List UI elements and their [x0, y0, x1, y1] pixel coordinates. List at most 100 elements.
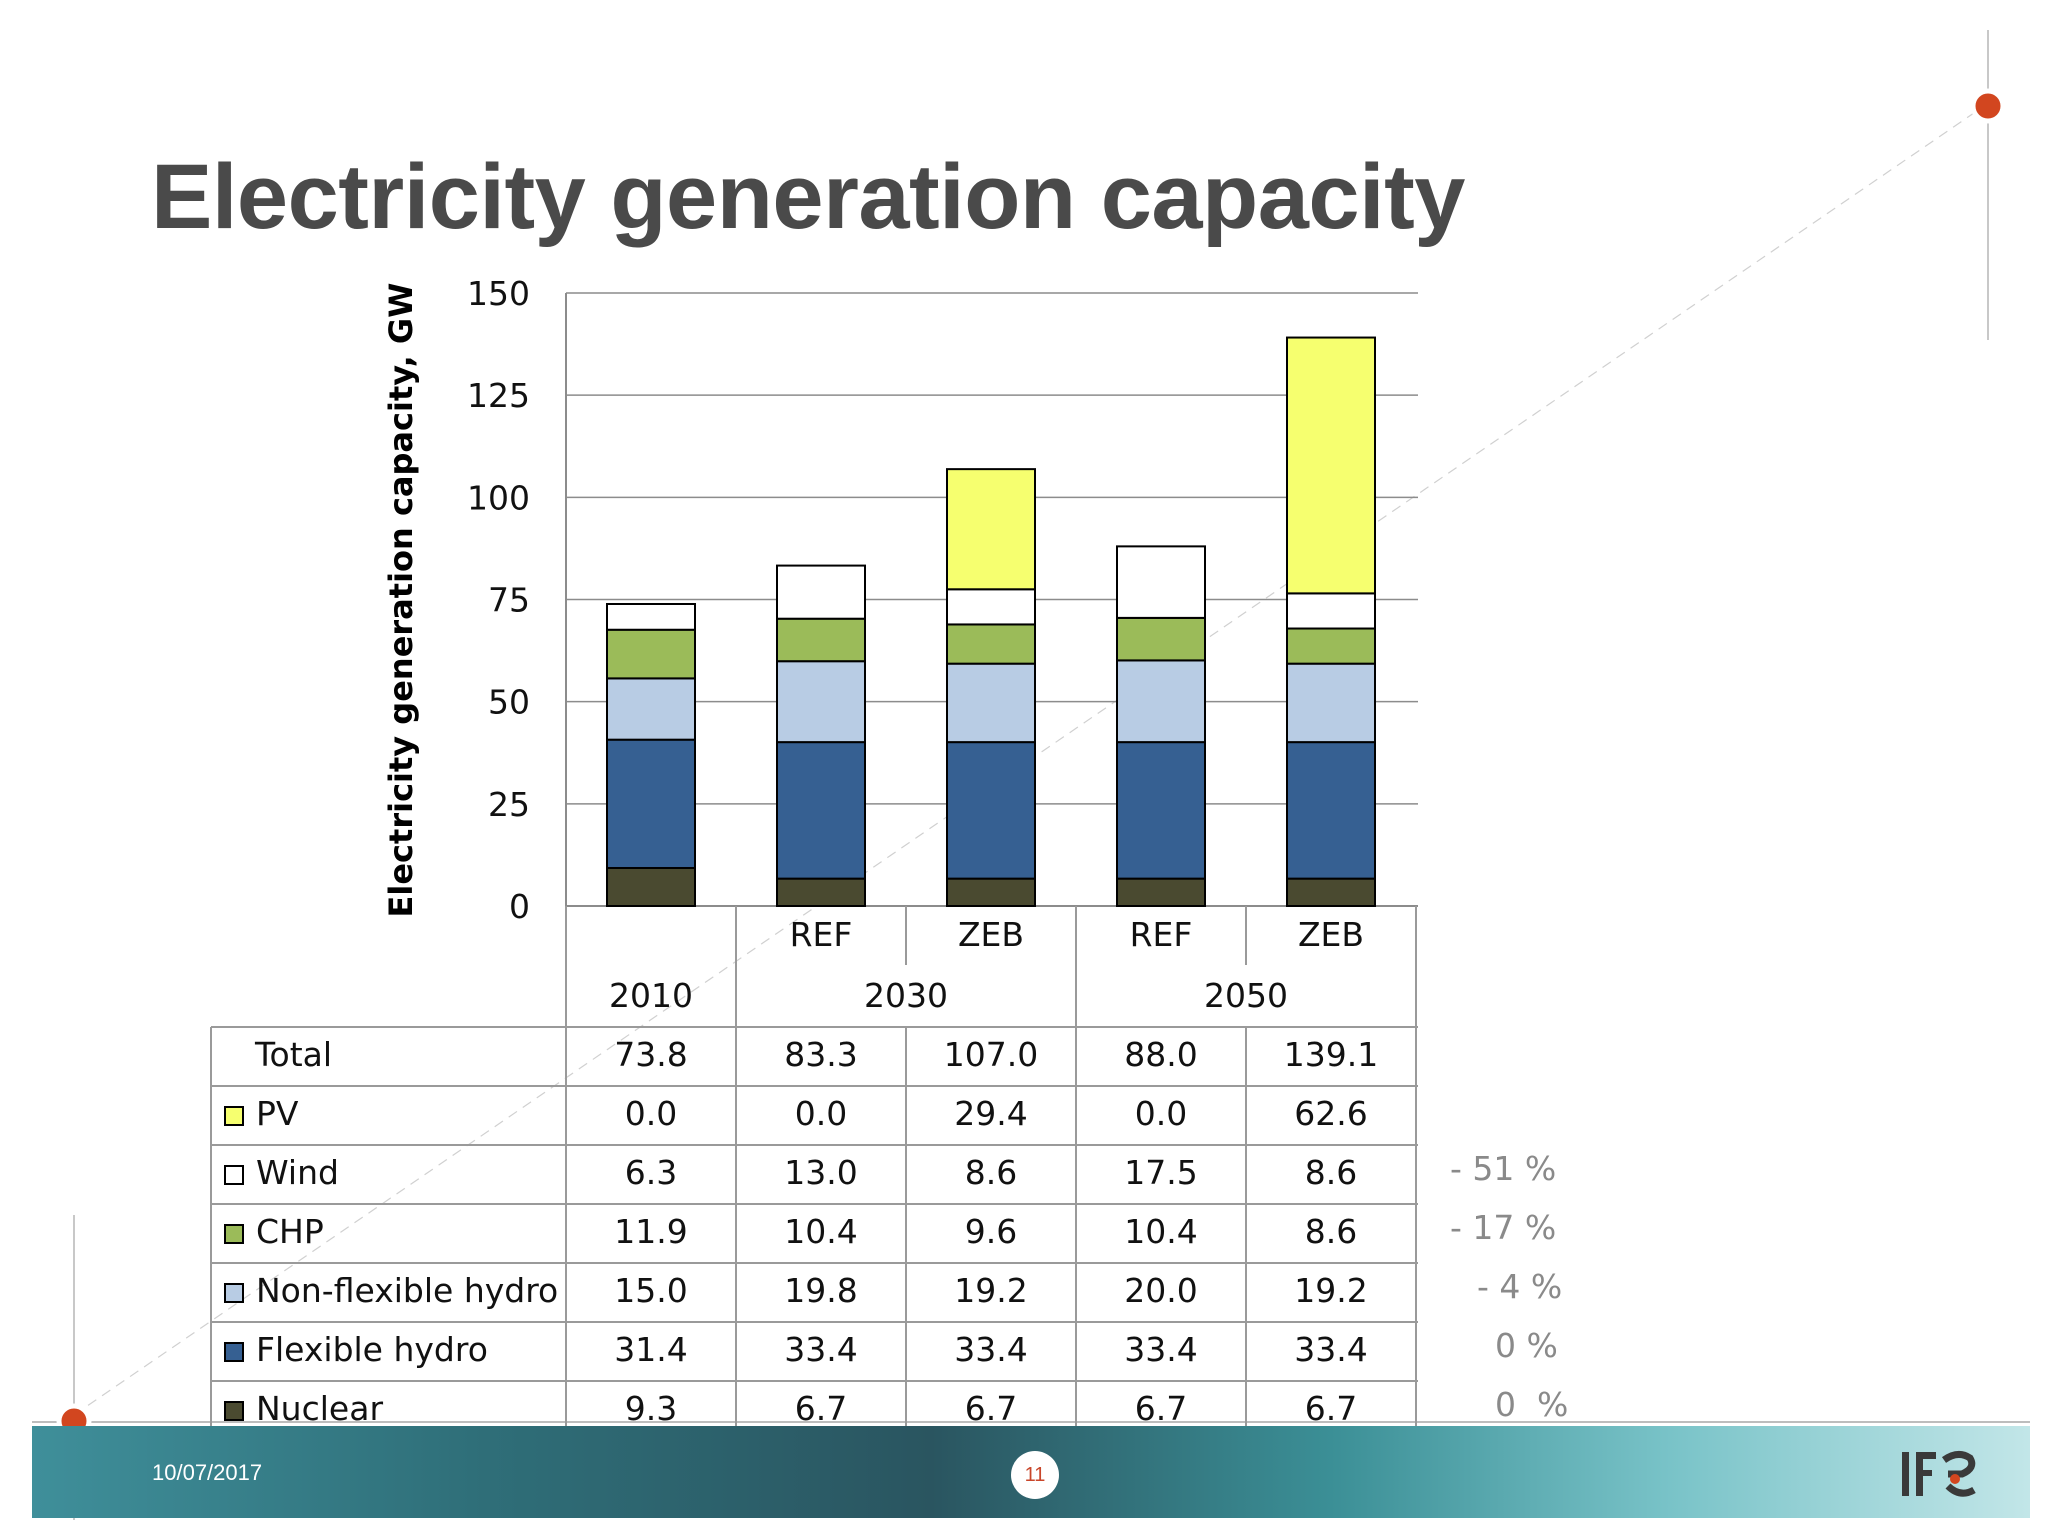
- table-cell-value: 8.6: [1304, 1212, 1358, 1251]
- table-cell-value: 17.5: [1124, 1153, 1198, 1192]
- bar-segment-chp: [776, 617, 866, 663]
- scenario-label: ZEB: [958, 915, 1024, 954]
- table-cell-value: 0.0: [1134, 1094, 1188, 1133]
- table-cell-value: 20.0: [1124, 1271, 1198, 1310]
- change-annotation: - 4 %: [1477, 1267, 1563, 1306]
- change-annotation: 0 %: [1495, 1385, 1569, 1424]
- bar-segment-non-flexible-hydro: [946, 662, 1036, 744]
- bar-segment-wind: [1116, 545, 1206, 619]
- bar-segment-flexible-hydro: [1286, 741, 1376, 880]
- legend-swatch-pv: [224, 1106, 244, 1126]
- y-tick-label: 75: [488, 581, 530, 620]
- bar-segment-non-flexible-hydro: [1286, 662, 1376, 744]
- y-tick-label: 50: [488, 683, 530, 722]
- bar-segment-non-flexible-hydro: [1116, 659, 1206, 744]
- table-cell-value: 6.7: [1134, 1389, 1188, 1428]
- bar-segment-nuclear: [946, 877, 1036, 907]
- table-cell-value: 8.6: [964, 1153, 1018, 1192]
- y-tick-label: 25: [488, 785, 530, 824]
- bar-segment-nuclear: [776, 877, 866, 907]
- table-row-label: Wind: [256, 1153, 339, 1192]
- year-group-label: 2010: [609, 976, 693, 1015]
- change-annotation: 0 %: [1495, 1326, 1558, 1365]
- scenario-label: REF: [1130, 915, 1193, 954]
- bar-segment-flexible-hydro: [946, 741, 1036, 880]
- table-cell-value: 19.2: [1294, 1271, 1368, 1310]
- legend-swatch-chp: [224, 1224, 244, 1244]
- table-row-label: PV: [256, 1094, 299, 1133]
- table-cell-value: 107.0: [943, 1035, 1039, 1074]
- table-cell-value: 6.7: [1304, 1389, 1358, 1428]
- ife-logo: [1902, 1451, 1976, 1497]
- table-cell-value: 19.8: [784, 1271, 858, 1310]
- bar-segment-non-flexible-hydro: [776, 660, 866, 744]
- table-cell-value: 73.8: [614, 1035, 688, 1074]
- table-cell-value: 62.6: [1294, 1094, 1368, 1133]
- table-cell-value: 33.4: [954, 1330, 1028, 1369]
- bar-segment-nuclear: [1286, 877, 1376, 907]
- table-cell-value: 139.1: [1283, 1035, 1379, 1074]
- page-title: Electricity generation capacity: [151, 146, 1465, 248]
- bar-segment-pv: [1286, 336, 1376, 595]
- change-annotation: - 17 %: [1450, 1208, 1557, 1247]
- table-cell-value: 6.7: [964, 1389, 1018, 1428]
- table-cell-value: 33.4: [1294, 1330, 1368, 1369]
- table-cell-value: 29.4: [954, 1094, 1028, 1133]
- table-cell-value: 33.4: [784, 1330, 858, 1369]
- bar-segment-chp: [1116, 616, 1206, 662]
- table-cell-value: 33.4: [1124, 1330, 1198, 1369]
- table-cell-value: 6.3: [624, 1153, 678, 1192]
- table-cell-value: 6.7: [794, 1389, 848, 1428]
- year-group-label: 2050: [1204, 976, 1288, 1015]
- bar-segment-nuclear: [606, 866, 696, 908]
- legend-swatch-flexible-hydro: [224, 1342, 244, 1362]
- table-cell-value: 9.3: [624, 1389, 678, 1428]
- bar-segment-pv: [946, 468, 1036, 591]
- bar-segment-flexible-hydro: [1116, 741, 1206, 880]
- scenario-label: ZEB: [1298, 915, 1364, 954]
- table-cell-value: 8.6: [1304, 1153, 1358, 1192]
- footer-date: 10/07/2017: [152, 1460, 263, 1485]
- bar-segment-flexible-hydro: [776, 741, 866, 880]
- legend-swatch-nuclear: [224, 1401, 244, 1421]
- bar-segment-wind: [776, 564, 866, 620]
- table-row-label: Flexible hydro: [256, 1330, 488, 1369]
- table-cell-value: 0.0: [624, 1094, 678, 1133]
- bar-segment-wind: [606, 602, 696, 631]
- bar-segment-chp: [606, 628, 696, 680]
- bar-segment-nuclear: [1116, 877, 1206, 907]
- table-cell-value: 15.0: [614, 1271, 688, 1310]
- table-cell-value: 13.0: [784, 1153, 858, 1192]
- table-cell-value: 10.4: [784, 1212, 858, 1251]
- stacked-bar-chart: 0 25 50 75 100 125 150 Electricity generation c…: [210, 274, 1418, 1430]
- legend-swatch-non-flexible-hydro: [224, 1283, 244, 1303]
- legend-swatch-wind: [224, 1165, 244, 1185]
- y-tick-label: 100: [467, 478, 530, 517]
- change-annotation: - 51 %: [1450, 1149, 1557, 1188]
- y-tick-label: 125: [467, 376, 530, 415]
- bar-segment-wind: [946, 588, 1036, 626]
- y-tick-label: 150: [467, 274, 530, 313]
- bar-segment-flexible-hydro: [606, 738, 696, 869]
- table-row-label: Nuclear: [256, 1389, 384, 1428]
- table-cell-value: 88.0: [1124, 1035, 1198, 1074]
- table-cell-value: 19.2: [954, 1271, 1028, 1310]
- year-group-label: 2030: [864, 976, 948, 1015]
- table-row-label: Total: [255, 1035, 333, 1074]
- table-cell-value: 10.4: [1124, 1212, 1198, 1251]
- table-cell-value: 0.0: [794, 1094, 848, 1133]
- y-axis-title: Electricity generation capacity, GW: [382, 283, 420, 918]
- table-row-label: Non-flexible hydro: [256, 1271, 559, 1310]
- table-row-label: CHP: [256, 1212, 324, 1251]
- table-cell-value: 83.3: [784, 1035, 858, 1074]
- table-cell-value: 11.9: [614, 1212, 688, 1251]
- bar-segment-wind: [1286, 592, 1376, 630]
- bar-segment-chp: [946, 623, 1036, 665]
- page-number: 11: [1011, 1451, 1059, 1499]
- accent-dot-top: [1970, 88, 2006, 124]
- bar-segment-chp: [1286, 627, 1376, 665]
- table-cell-value: 9.6: [964, 1212, 1018, 1251]
- scenario-label: REF: [790, 915, 853, 954]
- y-tick-label: 0: [509, 887, 530, 926]
- bar-segment-non-flexible-hydro: [606, 677, 696, 741]
